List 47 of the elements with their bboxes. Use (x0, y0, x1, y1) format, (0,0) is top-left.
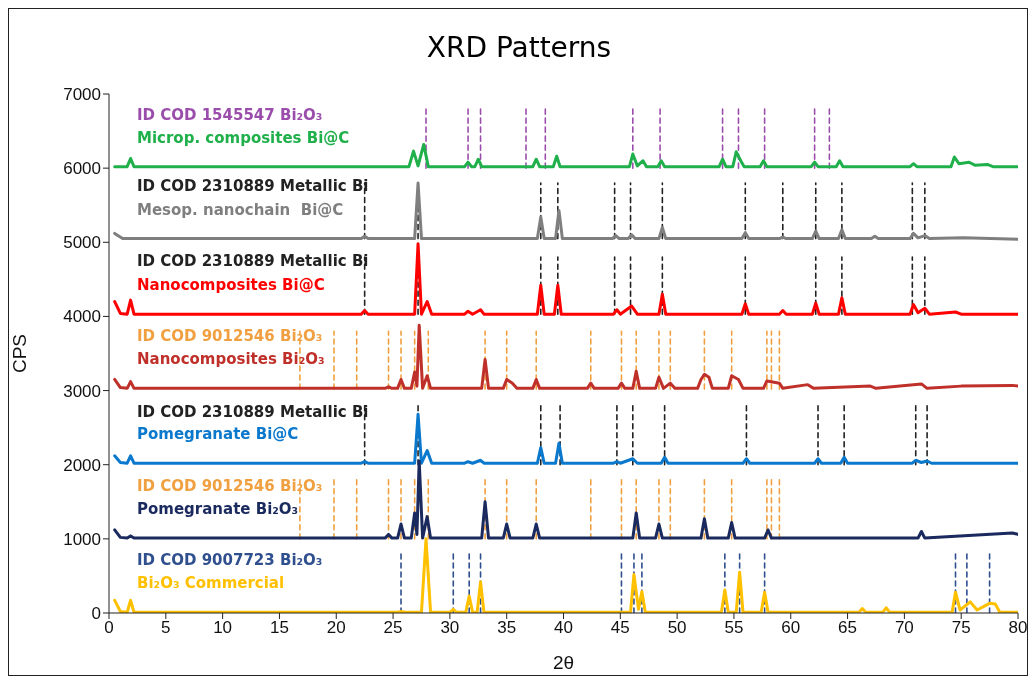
x-tick-label: 5 (161, 618, 171, 638)
y-tick-label: 4000 (63, 307, 101, 327)
series-label: Bi₂O₃ Commercial (137, 574, 285, 593)
series-label: ID COD 9012546 Bi₂O₃ (137, 476, 323, 495)
x-tick-label: 20 (326, 618, 346, 638)
x-tick-label: 35 (497, 618, 517, 638)
series-label: Nanocomposites Bi@C (137, 276, 325, 295)
line-series (113, 323, 1018, 390)
series-label: Nanocomposites Bi₂O₃ (137, 350, 325, 369)
series-label: Pomegranate Bi@C (137, 425, 299, 444)
text: ID COD 1545547 Bi₂O₃ (137, 106, 323, 125)
x-tick-label: 50 (667, 618, 687, 638)
line-series (113, 537, 1018, 613)
x-tick-label: 45 (610, 618, 630, 638)
x-tick-label: 15 (269, 618, 289, 638)
series-label: ID COD 9012546 Bi₂O₃ (137, 327, 323, 346)
y-tick-label: 6000 (63, 159, 101, 179)
x-tick-label: 10 (213, 618, 233, 638)
series-label: ID COD 2310889 Metallic Bi (137, 252, 369, 271)
series-label: ID COD 2310889 Metallic Bi (137, 402, 369, 421)
x-tick-label: 40 (554, 618, 573, 638)
y-tick-label: 5000 (63, 233, 101, 253)
text: ID COD 9007723 Bi₂O₃ (137, 551, 323, 569)
x-axis-title: 2θ (552, 652, 575, 673)
x-tick-label: 60 (781, 618, 801, 638)
series-label: Microp. composites Bi@C (137, 128, 350, 147)
line-series (113, 459, 1018, 540)
x-tick-label: 0 (104, 618, 114, 638)
chart-title: XRD Patterns (425, 31, 613, 64)
y-tick-label: 0 (91, 604, 101, 624)
x-tick-label: 25 (383, 618, 403, 638)
series-label: Mesop. nanochain Bi@C (137, 201, 344, 220)
line-series (113, 181, 1018, 241)
x-tick-label: 65 (838, 618, 858, 638)
x-tick-label: 30 (440, 618, 460, 638)
x-tick-label: 75 (951, 618, 971, 638)
y-axis-title: CPS (8, 333, 30, 374)
x-tick-label: 80 (1008, 618, 1028, 638)
line-series (113, 242, 1018, 316)
y-tick-label: 3000 (63, 381, 101, 401)
x-tick-label: 55 (724, 618, 744, 638)
x-tick-label: 70 (894, 618, 914, 638)
series-label: Pomegranate Bi₂O₃ (137, 500, 299, 519)
series-label: ID COD 2310889 Metallic Bi (137, 176, 369, 195)
y-tick-label: 7000 (63, 85, 101, 105)
y-tick-label: 2000 (63, 455, 101, 475)
y-tick-label: 1000 (63, 529, 101, 549)
